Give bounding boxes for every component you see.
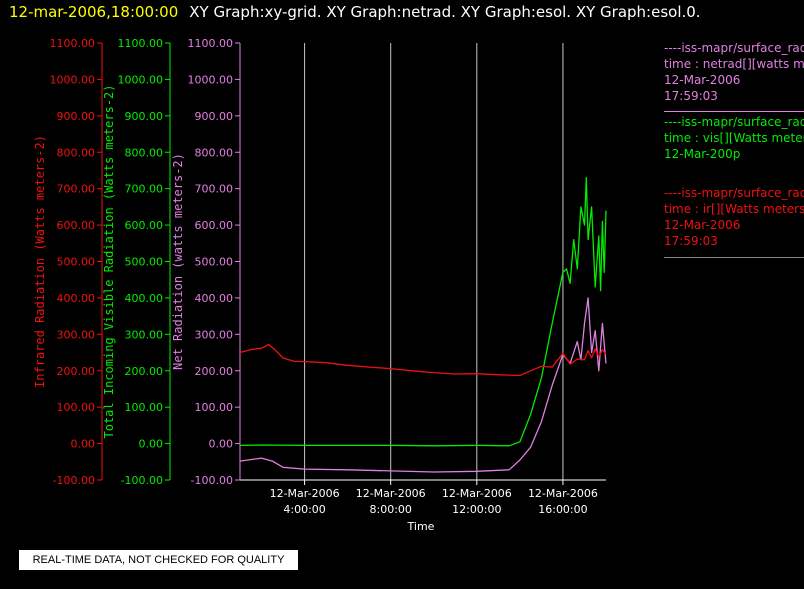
y-tick-label-netrad: 200.00 xyxy=(195,365,234,378)
legend-time: 17:59:03 xyxy=(664,89,718,103)
y-tick-label-netrad: 500.00 xyxy=(195,256,234,269)
y-tick-label-ir: 300.00 xyxy=(57,328,96,341)
y-axis-label-vis: Total Incoming Visible Radiation (Watts … xyxy=(102,84,116,438)
y-tick-label-netrad: 700.00 xyxy=(195,183,234,196)
legend-date: 12-Mar-200p xyxy=(664,147,741,161)
y-tick-label-netrad: 600.00 xyxy=(195,219,234,232)
y-tick-label-ir: 1000.00 xyxy=(50,73,96,86)
y-tick-label-netrad: 400.00 xyxy=(195,292,234,305)
graph-list: XY Graph:xy-grid. XY Graph:netrad. XY Gr… xyxy=(189,3,701,21)
title-bar: 12-mar-2006,18:00:00 XY Graph:xy-grid. XY… xyxy=(0,0,804,26)
series-line-vis xyxy=(239,177,607,447)
y-tick-label-ir: 400.00 xyxy=(57,292,96,305)
y-tick-label-netrad: 1000.00 xyxy=(188,73,234,86)
axes: 12-Mar-2006 4:00:00 12-Mar-2006 8:00:00 12-M… xyxy=(33,37,606,533)
x-tick-label-time: 16:00:00 xyxy=(538,503,587,516)
y-tick-label-vis: 1100.00 xyxy=(118,37,164,50)
x-axis-label: Time xyxy=(407,520,435,533)
legend-entry-netrad: ----iss-mapr/surface_radiation time : ne… xyxy=(664,40,804,112)
legend-separator xyxy=(664,257,804,258)
y-tick-label-vis: 900.00 xyxy=(125,110,164,123)
x-tick-label-date: 12-Mar-2006 xyxy=(356,487,426,500)
legend-source: ----iss-mapr/surface_radiation xyxy=(664,115,804,129)
legend-separator xyxy=(664,111,804,112)
y-tick-label-ir: 200.00 xyxy=(57,365,96,378)
y-axis-label-netrad: Net Radiation (watts meters-2) xyxy=(171,153,185,370)
legend-variable: time : vis[][Watts meters-2] xyxy=(664,131,804,145)
y-tick-label-vis: 200.00 xyxy=(125,365,164,378)
y-tick-label-netrad: 1100.00 xyxy=(188,37,234,50)
series-lines xyxy=(239,177,607,473)
x-tick-label-time: 12:00:00 xyxy=(452,503,501,516)
legend-variable: time : netrad[][watts meters-2] xyxy=(664,57,804,71)
legend-source: ----iss-mapr/surface_radiation xyxy=(664,41,804,55)
grid-lines xyxy=(304,43,564,480)
x-tick-label-date: 12-Mar-2006 xyxy=(528,487,598,500)
legend-source: ----iss-mapr/surface_radiation xyxy=(664,186,804,200)
series-line-ir xyxy=(239,343,607,377)
y-tick-label-netrad: 800.00 xyxy=(195,146,234,159)
x-tick-label-time: 8:00:00 xyxy=(370,503,412,516)
legend-date: 12-Mar-2006 xyxy=(664,218,741,232)
y-tick-label-vis: 700.00 xyxy=(125,183,164,196)
y-tick-label-netrad: 100.00 xyxy=(195,401,234,414)
y-tick-label-ir: -100.00 xyxy=(53,474,95,487)
y-tick-label-ir: 0.00 xyxy=(71,438,96,451)
y-axis-label-ir: Infrared Radiation (Watts meters-2) xyxy=(33,135,47,388)
y-tick-label-ir: 500.00 xyxy=(57,256,96,269)
y-tick-label-vis: 0.00 xyxy=(139,438,164,451)
y-tick-label-netrad: -100.00 xyxy=(191,474,233,487)
x-tick-label-date: 12-Mar-2006 xyxy=(270,487,340,500)
y-tick-label-vis: 300.00 xyxy=(125,328,164,341)
y-tick-label-vis: 500.00 xyxy=(125,256,164,269)
y-tick-label-vis: 100.00 xyxy=(125,401,164,414)
y-tick-label-vis: -100.00 xyxy=(121,474,163,487)
legend-entry-ir: ----iss-mapr/surface_radiation time : ir… xyxy=(664,185,804,258)
legend-time: 17:59:03 xyxy=(664,234,718,248)
legend-variable: time : ir[][Watts meters-2] xyxy=(664,202,804,216)
y-tick-label-ir: 900.00 xyxy=(57,110,96,123)
y-tick-label-ir: 800.00 xyxy=(57,146,96,159)
legend-entry-vis: ----iss-mapr/surface_radiation time : vi… xyxy=(664,114,804,184)
y-tick-label-ir: 600.00 xyxy=(57,219,96,232)
y-tick-label-vis: 600.00 xyxy=(125,219,164,232)
y-tick-label-netrad: 900.00 xyxy=(195,110,234,123)
x-tick-label-date: 12-Mar-2006 xyxy=(442,487,512,500)
timestamp: 12-mar-2006,18:00:00 xyxy=(9,3,179,21)
series-line-netrad xyxy=(239,297,607,473)
y-tick-label-netrad: 300.00 xyxy=(195,328,234,341)
legend-date: 12-Mar-2006 xyxy=(664,73,741,87)
y-tick-label-ir: 100.00 xyxy=(57,401,96,414)
y-tick-label-ir: 1100.00 xyxy=(50,37,96,50)
y-tick-label-vis: 1000.00 xyxy=(118,73,164,86)
y-tick-label-vis: 800.00 xyxy=(125,146,164,159)
y-tick-label-vis: 400.00 xyxy=(125,292,164,305)
quality-warning-banner: REAL-TIME DATA, NOT CHECKED FOR QUALITY xyxy=(19,550,298,570)
y-tick-label-ir: 700.00 xyxy=(57,183,96,196)
y-tick-label-netrad: 0.00 xyxy=(209,438,234,451)
x-tick-label-time: 4:00:00 xyxy=(283,503,325,516)
